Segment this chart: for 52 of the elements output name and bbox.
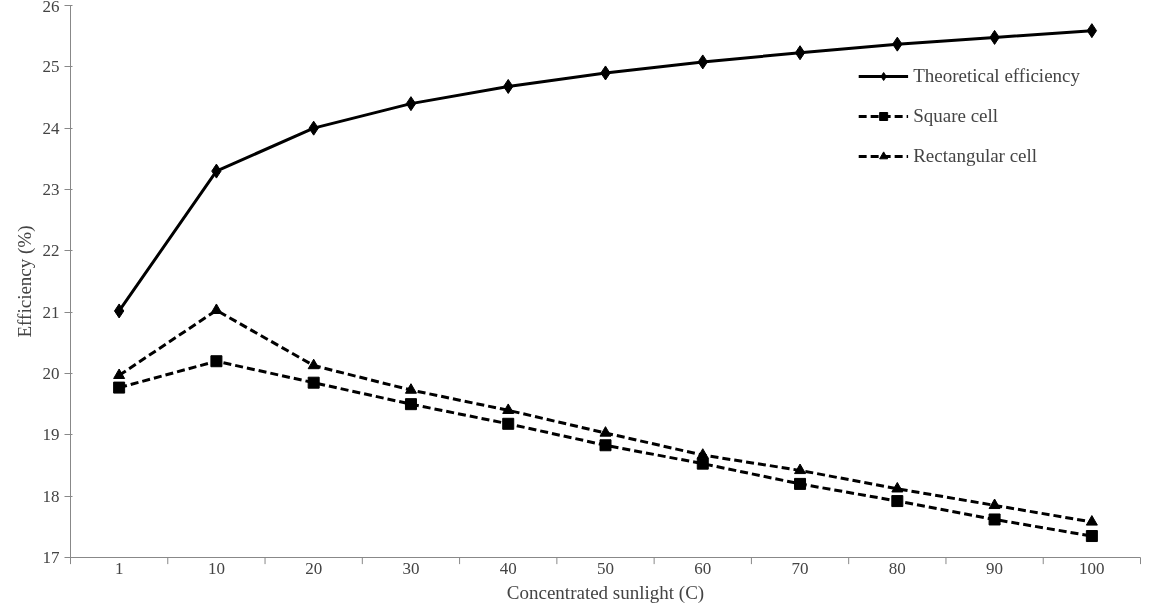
x-tick-label: 50 bbox=[597, 558, 614, 578]
x-tick-label: 40 bbox=[499, 558, 517, 578]
x-tick-label: 80 bbox=[888, 558, 906, 578]
y-tick-label: 17 bbox=[42, 548, 60, 567]
x-tick-label: 1 bbox=[114, 558, 124, 578]
point bbox=[1085, 530, 1098, 543]
point bbox=[1086, 23, 1098, 39]
point bbox=[307, 376, 320, 389]
point bbox=[794, 463, 807, 475]
point bbox=[794, 477, 807, 490]
point bbox=[696, 457, 709, 470]
x-axis-title: Concentrated sunlight (C) bbox=[506, 581, 705, 604]
point bbox=[404, 383, 417, 394]
y-tick-label: 20 bbox=[42, 364, 60, 383]
point bbox=[404, 398, 417, 411]
legend-label: Square cell bbox=[913, 105, 999, 127]
point bbox=[891, 495, 904, 508]
y-tick-label: 18 bbox=[42, 486, 60, 506]
y-tick-label: 26 bbox=[42, 0, 60, 16]
x-tick-label: 70 bbox=[791, 558, 809, 578]
x-tick-label: 20 bbox=[305, 558, 323, 578]
point bbox=[113, 381, 126, 394]
legend-label: Rectangular cell bbox=[913, 145, 1038, 167]
y-tick-label: 22 bbox=[42, 241, 60, 261]
point bbox=[210, 355, 223, 368]
point bbox=[988, 513, 1001, 526]
x-tick-label: 30 bbox=[402, 558, 420, 578]
point bbox=[113, 303, 125, 319]
legend-label: Theoretical efficiency bbox=[913, 65, 1080, 87]
y-tick-label: 24 bbox=[42, 118, 60, 138]
point bbox=[405, 96, 417, 112]
y-tick-label: 21 bbox=[42, 302, 60, 322]
point bbox=[891, 481, 904, 493]
point bbox=[210, 303, 223, 314]
point bbox=[1085, 515, 1098, 526]
x-tick-label: 60 bbox=[694, 558, 712, 578]
point bbox=[696, 448, 709, 459]
point bbox=[599, 439, 612, 452]
point bbox=[113, 368, 126, 380]
point bbox=[502, 403, 515, 414]
point bbox=[307, 358, 320, 370]
x-tick-label: 10 bbox=[207, 558, 225, 578]
point bbox=[502, 417, 515, 430]
point bbox=[599, 426, 612, 437]
y-tick-label: 19 bbox=[42, 425, 60, 445]
x-tick-label: 100 bbox=[1079, 558, 1105, 578]
x-tick-label: 90 bbox=[986, 558, 1004, 578]
y-axis-title: Efficiency (%) bbox=[13, 225, 36, 338]
y-tick-label: 23 bbox=[42, 180, 60, 199]
point bbox=[988, 498, 1001, 510]
point bbox=[794, 45, 806, 61]
y-tick-label: 25 bbox=[42, 57, 60, 77]
